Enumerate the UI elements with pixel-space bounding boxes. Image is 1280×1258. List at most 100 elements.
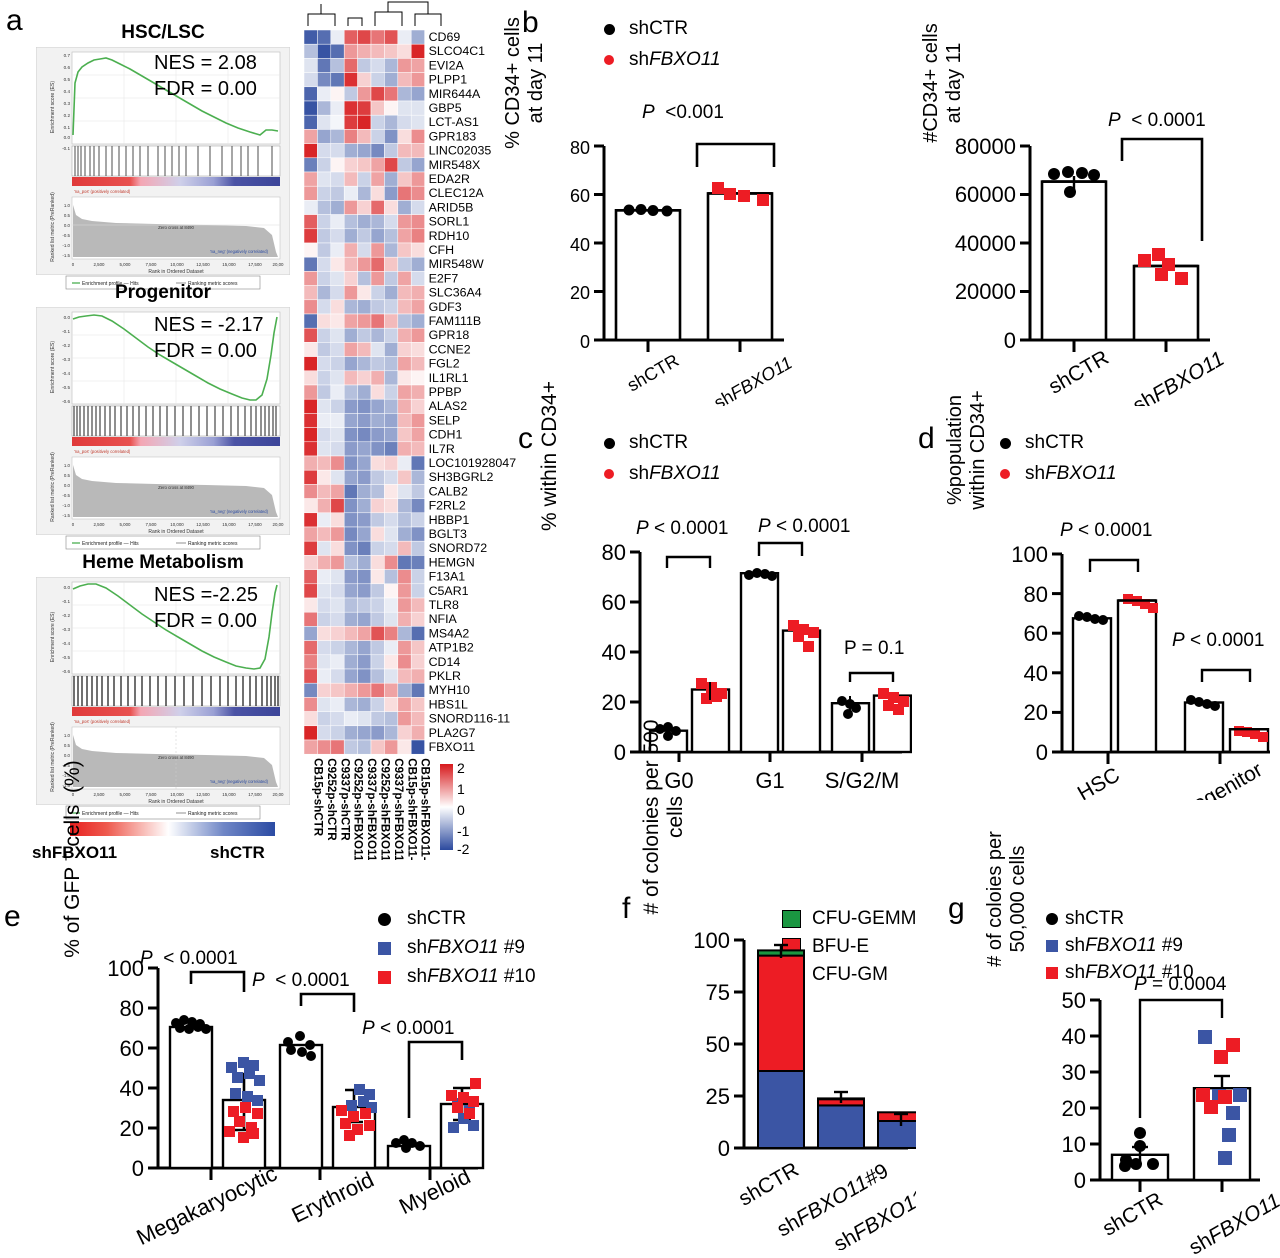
panel-b-chart-percent: 80 60 40 20 0 shCTR shFBXO11 P <0.001 % CD3… <box>502 17 832 406</box>
heatmap-gene-label: ATP1B2 <box>429 641 474 655</box>
heatmap-cell <box>357 469 372 485</box>
heatmap-cell <box>410 484 425 499</box>
heatmap-cell <box>397 540 412 556</box>
heatmap-cell <box>303 43 318 59</box>
panel-label-d: d <box>918 422 935 455</box>
heatmap-cell <box>343 668 358 684</box>
heatmap-cell <box>317 739 332 755</box>
heatmap-cell <box>384 285 399 301</box>
heatmap-cell <box>317 398 332 414</box>
svg-text:0: 0 <box>132 1156 144 1181</box>
gsea-plot-hsc-lsc: HSC/LSC Enrichment score (ES) 0.7 0.6 0.5 0… <box>36 22 290 290</box>
svg-text:0.5: 0.5 <box>64 213 71 218</box>
svg-text:0.4: 0.4 <box>64 89 71 94</box>
heatmap-gene-label: SORL1 <box>429 215 470 229</box>
heatmap-cell <box>397 256 412 272</box>
heatmap-cell <box>397 58 412 73</box>
heatmap-gene-label: SNORD72 <box>429 541 488 555</box>
svg-text:0: 0 <box>718 1136 730 1161</box>
svg-text:0: 0 <box>1074 1168 1086 1193</box>
svg-text:0.2: 0.2 <box>64 113 71 118</box>
heatmap-cell <box>384 143 399 159</box>
svg-text:60000: 60000 <box>955 182 1016 207</box>
heatmap-cell <box>397 271 412 286</box>
chart-count-cd34: 80000 60000 40000 20000 0 shCTR shFBXO11 <box>955 134 1228 406</box>
heatmap-cell <box>397 214 412 230</box>
heatmap-cell <box>384 86 399 102</box>
heatmap-cell <box>330 597 345 613</box>
heatmap-cell <box>370 484 385 499</box>
heatmap-cell <box>303 555 318 570</box>
heatmap-cell <box>303 157 318 173</box>
heatmap-cell <box>343 342 358 357</box>
heatmap-cell <box>357 739 372 755</box>
heatmap-cell <box>410 697 425 712</box>
heatmap-cell <box>370 668 385 684</box>
heatmap-cell <box>317 285 332 301</box>
svg-text:Enrichment score (ES): Enrichment score (ES) <box>50 341 56 393</box>
heatmap-cell <box>330 242 345 258</box>
legend-dot-shfbxo11-c <box>604 469 614 479</box>
gsea-plot-progenitor: Progenitor Enrichment score (ES) 0.0 -0.1… <box>36 282 290 550</box>
heatmap-cell <box>343 271 358 286</box>
svg-text:Myeloid: Myeloid <box>395 1163 474 1219</box>
heatmap-cell <box>357 640 372 656</box>
heatmap-cell <box>384 555 399 570</box>
heatmap-sample-label: CB15p-shFBXO11-9 <box>419 758 432 860</box>
heatmap-gene-label: SNORD116-11 <box>429 712 511 726</box>
heatmap-cell <box>317 413 332 428</box>
heatmap-sample-label: C9337p-shCTR <box>338 758 351 841</box>
heatmap-cell <box>384 256 399 272</box>
pvalue-panel-b-right: P < 0.0001 <box>1108 110 1206 131</box>
heatmap-cell <box>303 214 318 230</box>
heatmap-gene-label: SLC36A4 <box>429 286 482 300</box>
heatmap-cell <box>397 299 412 315</box>
heatmap-cell <box>384 129 399 144</box>
heatmap-cell <box>317 356 332 372</box>
heatmap-cell <box>330 157 345 173</box>
heatmap-cell <box>410 725 425 741</box>
heatmap-cell <box>343 526 358 542</box>
svg-text:12,500: 12,500 <box>196 522 210 527</box>
ylabel-panel-f: # of colonies per 500 cells <box>640 719 687 915</box>
heatmap-cell <box>357 370 372 386</box>
heatmap-cell <box>343 498 358 514</box>
heatmap-cell <box>303 682 318 698</box>
heatmap-cell <box>303 398 318 414</box>
heatmap-cell <box>357 611 372 627</box>
heatmap-cell <box>384 668 399 684</box>
heatmap-cell <box>330 342 345 357</box>
heatmap-gene-label: BGLT3 <box>429 527 467 541</box>
svg-text:100: 100 <box>107 956 144 981</box>
heatmap-cell <box>384 370 399 386</box>
heatmap-cell <box>384 455 399 471</box>
heatmap-cell <box>384 441 399 457</box>
svg-text:'na_neg' (negatively correlate: 'na_neg' (negatively correlated) <box>210 509 269 514</box>
svg-text:20,00: 20,00 <box>273 792 285 797</box>
heatmap-cell <box>384 469 399 485</box>
heatmap-cell <box>303 356 318 372</box>
ylabel-panel-b-left: % CD34+ cells at day 11 <box>502 17 547 149</box>
heatmap-cell <box>303 455 318 471</box>
heatmap-cell <box>397 370 412 386</box>
svg-text:-0.2: -0.2 <box>62 343 70 348</box>
heatmap-cell <box>370 469 385 485</box>
heatmap-cell <box>410 682 425 698</box>
svg-text:shCTR: shCTR <box>1099 1188 1167 1241</box>
heatmap-cell <box>343 200 358 215</box>
svg-text:-0.4: -0.4 <box>62 641 70 646</box>
heatmap-cell <box>303 143 318 159</box>
heatmap-cell <box>317 228 332 244</box>
gsea-fdr-1: FDR = 0.00 <box>154 78 257 100</box>
heatmap-cell <box>303 441 318 457</box>
heatmap-cell <box>410 228 425 244</box>
svg-text:Enrichment score (ES): Enrichment score (ES) <box>50 612 56 663</box>
svg-text:10,000: 10,000 <box>170 522 184 527</box>
heatmap-gene-label: PPBP <box>429 385 462 399</box>
pvalue-panel-g: P = 0.0004 <box>1134 974 1227 995</box>
heatmap-sample-label: C9252p-shCTR <box>325 758 338 841</box>
heatmap-gene-label: FAM111B <box>429 314 482 328</box>
heatmap-scale-svg: 2 1 0 -1 -2 <box>440 762 470 854</box>
svg-text:Erythroid: Erythroid <box>288 1167 378 1228</box>
heatmap-cell <box>397 384 412 400</box>
